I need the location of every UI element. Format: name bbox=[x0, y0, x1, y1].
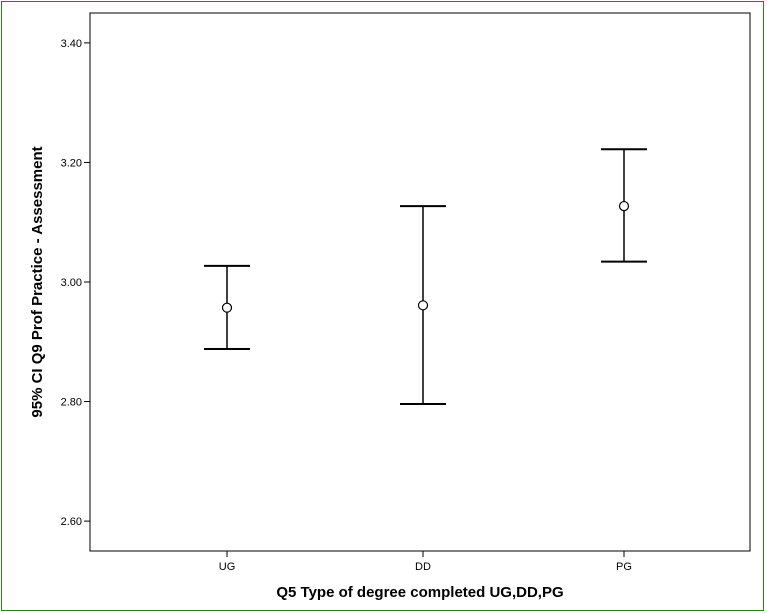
x-axis-title: Q5 Type of degree completed UG,DD,PG bbox=[276, 584, 563, 601]
x-axis: UG DD PG bbox=[219, 551, 632, 573]
y-tick-label: 3.40 bbox=[61, 38, 82, 50]
y-tick-label: 2.60 bbox=[61, 516, 82, 528]
plot-area bbox=[89, 12, 751, 552]
x-tick-label: DD bbox=[415, 561, 431, 573]
mean-point bbox=[221, 302, 233, 313]
x-tick-label: PG bbox=[616, 561, 632, 573]
y-axis: 2.60 2.80 3.00 3.20 3.40 bbox=[61, 38, 90, 528]
mean-point bbox=[618, 200, 630, 212]
y-axis-title: 95% CI Q9 Prof Practice - Assessment bbox=[29, 146, 46, 417]
y-tick-label: 3.20 bbox=[61, 157, 82, 169]
y-tick-label: 3.00 bbox=[61, 277, 82, 289]
x-tick-label: UG bbox=[219, 561, 236, 573]
error-bars bbox=[204, 148, 647, 405]
y-tick-label: 2.80 bbox=[61, 397, 82, 409]
mean-point bbox=[417, 300, 429, 311]
